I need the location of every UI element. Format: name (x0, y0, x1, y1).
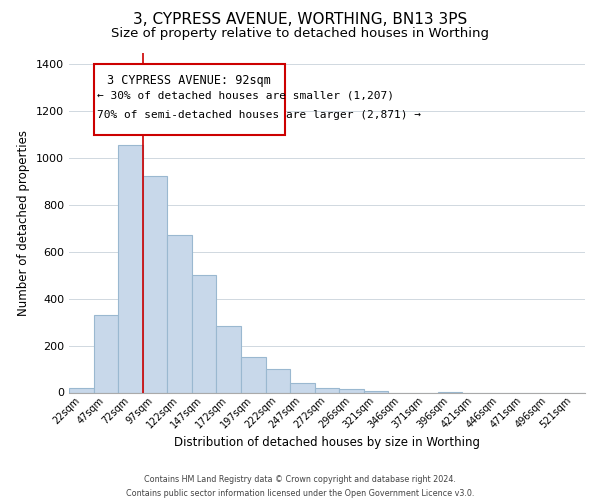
Text: 3, CYPRESS AVENUE, WORTHING, BN13 3PS: 3, CYPRESS AVENUE, WORTHING, BN13 3PS (133, 12, 467, 28)
Bar (217, 326, 241, 392)
Bar (339, 389, 364, 392)
Y-axis label: Number of detached properties: Number of detached properties (17, 130, 31, 316)
Bar (266, 369, 290, 392)
Bar (143, 176, 167, 392)
Text: Contains HM Land Registry data © Crown copyright and database right 2024.
Contai: Contains HM Land Registry data © Crown c… (126, 476, 474, 498)
Bar (69, 388, 94, 392)
Bar (241, 358, 266, 392)
Bar (290, 383, 315, 392)
X-axis label: Distribution of detached houses by size in Worthing: Distribution of detached houses by size … (174, 436, 480, 449)
Bar (94, 64, 285, 134)
Text: 3 CYPRESS AVENUE: 92sqm: 3 CYPRESS AVENUE: 92sqm (107, 74, 271, 86)
Bar (94, 315, 118, 392)
Text: Size of property relative to detached houses in Worthing: Size of property relative to detached ho… (111, 28, 489, 40)
Text: ← 30% of detached houses are smaller (1,207): ← 30% of detached houses are smaller (1,… (97, 90, 394, 100)
Bar (118, 145, 143, 392)
Bar (167, 236, 192, 392)
Bar (192, 276, 217, 392)
Text: 70% of semi-detached houses are larger (2,871) →: 70% of semi-detached houses are larger (… (97, 110, 421, 120)
Bar (315, 388, 339, 392)
